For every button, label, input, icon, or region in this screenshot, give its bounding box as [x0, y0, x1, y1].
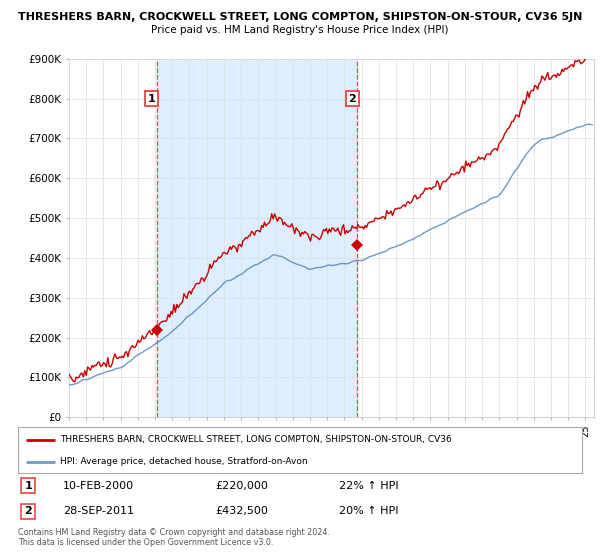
Text: 2: 2	[24, 506, 32, 516]
Text: 1: 1	[24, 480, 32, 491]
Text: 10-FEB-2000: 10-FEB-2000	[63, 480, 134, 491]
Text: THRESHERS BARN, CROCKWELL STREET, LONG COMPTON, SHIPSTON-ON-STOUR, CV36: THRESHERS BARN, CROCKWELL STREET, LONG C…	[60, 435, 452, 444]
Text: 2: 2	[348, 94, 356, 104]
Text: HPI: Average price, detached house, Stratford-on-Avon: HPI: Average price, detached house, Stra…	[60, 457, 308, 466]
Bar	[157, 59, 358, 417]
Text: Price paid vs. HM Land Registry's House Price Index (HPI): Price paid vs. HM Land Registry's House …	[151, 25, 449, 35]
Text: £432,500: £432,500	[215, 506, 268, 516]
Text: 20% ↑ HPI: 20% ↑ HPI	[340, 506, 399, 516]
Text: 22% ↑ HPI: 22% ↑ HPI	[340, 480, 399, 491]
Text: 1: 1	[148, 94, 155, 104]
Text: Contains HM Land Registry data © Crown copyright and database right 2024.
This d: Contains HM Land Registry data © Crown c…	[18, 528, 330, 547]
Text: £220,000: £220,000	[215, 480, 268, 491]
Text: THRESHERS BARN, CROCKWELL STREET, LONG COMPTON, SHIPSTON-ON-STOUR, CV36 5JN: THRESHERS BARN, CROCKWELL STREET, LONG C…	[18, 12, 582, 22]
Text: 28-SEP-2011: 28-SEP-2011	[63, 506, 134, 516]
